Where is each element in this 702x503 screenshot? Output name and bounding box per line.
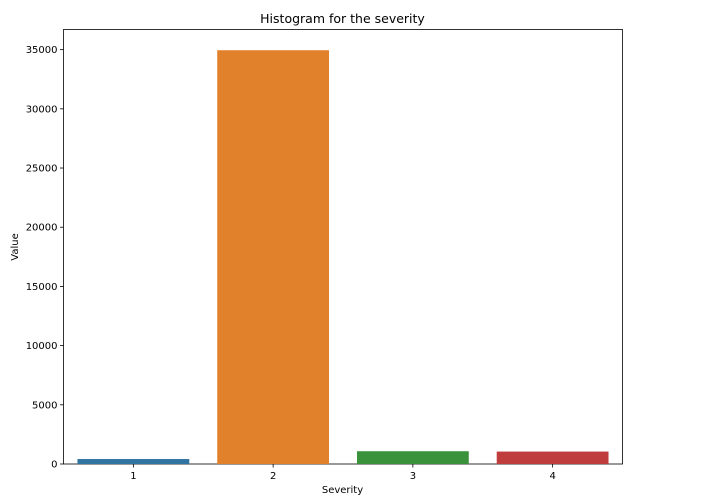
- x-tick-label: 3: [410, 471, 416, 482]
- y-axis-ticks: 0 5000 10000 15000 20000 25000 30000 35000: [26, 45, 64, 471]
- y-axis-label: Value: [10, 233, 21, 260]
- y-tick-label: 30000: [26, 104, 58, 115]
- x-axis-ticks: 1 2 3 4: [130, 464, 556, 482]
- bar-severity-4: [496, 451, 609, 464]
- y-tick-label: 0: [51, 460, 57, 471]
- bar-severity-2: [217, 50, 330, 465]
- bar-severity-1: [77, 459, 190, 464]
- y-tick-label: 20000: [26, 223, 58, 234]
- bar-severity-3: [356, 451, 469, 464]
- y-tick-label: 25000: [26, 164, 58, 175]
- chart-title: Histogram for the severity: [260, 11, 425, 26]
- bars-group: [77, 50, 609, 465]
- x-tick-label: 4: [549, 471, 555, 482]
- plot-frame: [63, 29, 623, 465]
- y-tick-label: 35000: [26, 45, 58, 56]
- plot-area: 0 5000 10000 15000 20000 25000 30000 35000 1 2 3 4: [26, 29, 623, 482]
- y-tick-label: 5000: [32, 400, 57, 411]
- y-tick-label: 15000: [26, 282, 58, 293]
- x-axis-label: Severity: [322, 485, 363, 496]
- x-tick-label: 2: [270, 471, 276, 482]
- x-tick-label: 1: [130, 471, 136, 482]
- y-tick-label: 10000: [26, 341, 58, 352]
